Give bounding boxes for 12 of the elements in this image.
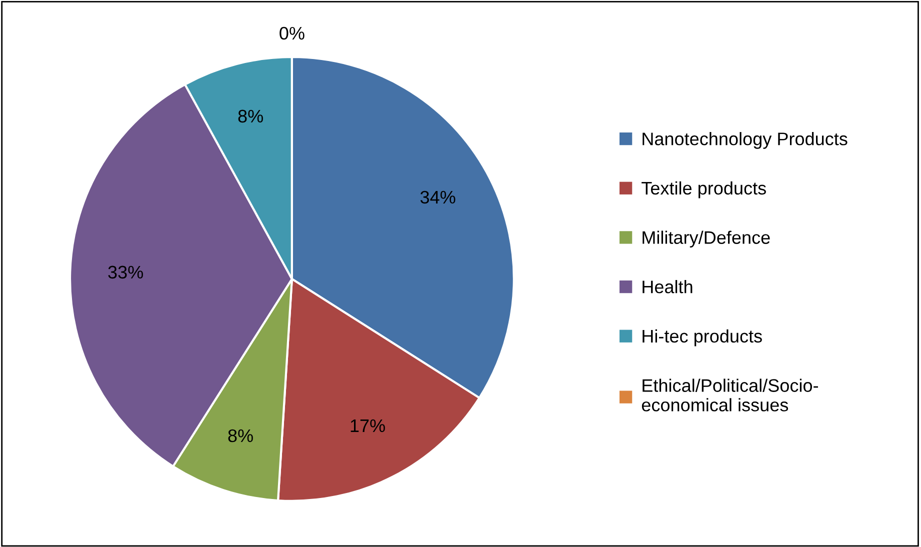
data-label: 17% [350,419,385,432]
data-label: 8% [228,429,253,442]
data-label: 8% [238,110,263,123]
text: 0% [280,26,304,40]
legend-label: Textile products [642,181,766,198]
legend-label: Military/Defence [642,230,770,248]
legend-label: Nanotechnology Products [642,132,848,149]
data-label: 33% [108,266,143,279]
data-label: 34% [420,190,456,204]
legend-label: Health [642,280,692,294]
legend-label: Ethical/Political/Socio- economical issues [642,378,818,412]
legend-label: Hi-tec products [642,329,762,346]
